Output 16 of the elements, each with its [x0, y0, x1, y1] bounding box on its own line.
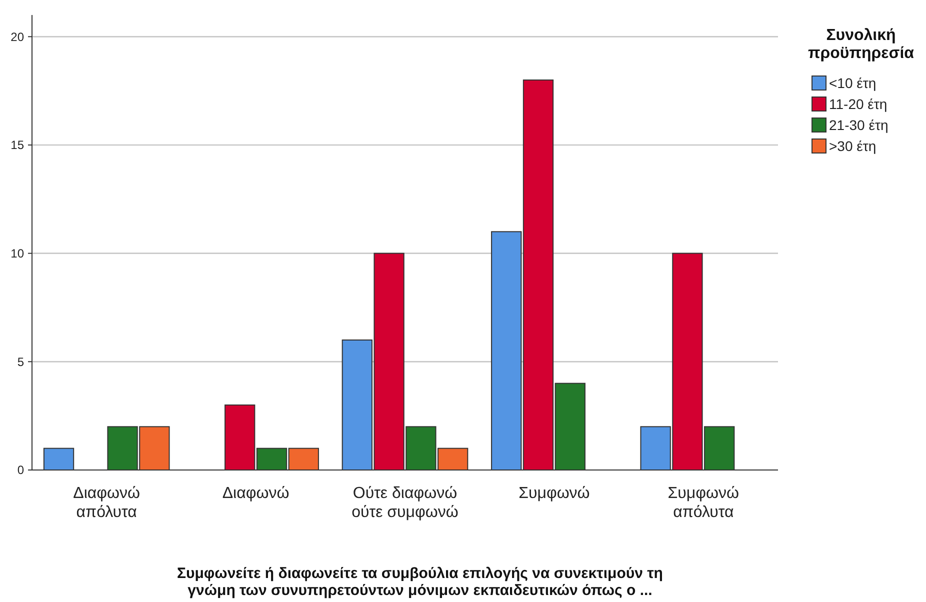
legend-title: Συνολική προϋπηρεσία: [808, 27, 914, 62]
legend-label: <10 έτη: [829, 74, 876, 91]
y-tick-label: 10: [10, 246, 24, 261]
y-tick-label: 15: [10, 138, 24, 152]
y-tick-label: 5: [17, 354, 24, 369]
legend-label: 21-30 έτη: [829, 116, 888, 133]
x-tick-label: Ούτε διαφωνώ ούτε συμφωνώ: [352, 485, 458, 521]
y-tick-label: 20: [10, 30, 24, 44]
legend-label: >30 έτη: [829, 138, 876, 154]
x-tick-label: Συμφωνώ απόλυτα: [668, 485, 740, 521]
y-tick-label: 0: [17, 463, 24, 478]
x-tick-label: Διαφωνώ απόλυτα: [73, 485, 140, 521]
x-axis-title: Συμφωνείτε ή διαφωνείτε τα συμβούλια επιλογής να συνεκτιμούν τη γνώμη των συνυπηρετούντων μόνιμων εκπαιδευτικών όπως ο ...: [177, 565, 663, 599]
x-tick-label: Συμφωνώ: [518, 485, 590, 502]
x-tick-label: Διαφωνώ: [222, 485, 290, 502]
legend-label: 11-20 έτη: [829, 96, 888, 112]
